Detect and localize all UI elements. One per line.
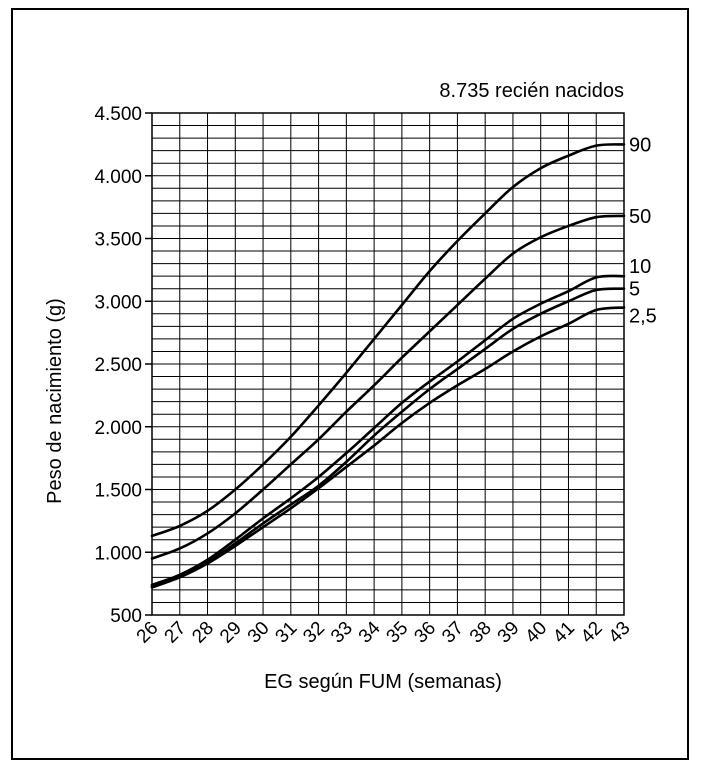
x-tick-label: 30 [244,618,274,648]
x-tick-label: 31 [272,618,302,648]
chart-frame [11,8,689,760]
curves [150,143,626,589]
y-tick-label: 4.000 [94,167,142,188]
x-tick-label: 39 [494,618,524,648]
percentile-label: 5 [629,279,640,301]
y-tick-label: 3.500 [94,230,142,251]
x-tick-label: 37 [438,618,468,648]
x-tick-label: 28 [188,618,218,648]
x-tick-label: 42 [577,618,607,648]
x-tick-label: 40 [521,618,551,648]
x-tick-label: 33 [327,618,357,648]
x-tick-label: 38 [466,618,496,648]
percentile-curve [150,306,626,589]
x-tick-label: 27 [161,618,191,648]
y-tick-label: 500 [110,606,142,627]
x-tick-label: 41 [549,618,579,648]
x-tick-label: 43 [605,618,635,648]
percentile-curve [150,287,626,588]
percentile-label: 90 [629,134,651,156]
chart-annotation: 8.735 recién nacidos [439,80,624,102]
y-tick-label: 1.500 [94,481,142,502]
percentile-label: 10 [629,256,651,278]
grid [145,112,625,616]
y-tick-labels: 500 1.000 1.500 2.000 2.500 3.000 3.500 4.000 4.… [94,104,142,627]
percentile-labels: 90 50 105 2,5 [629,134,657,327]
x-tick-label: 35 [383,618,413,648]
y-tick-label: 2.000 [94,418,142,439]
x-tick-label: 32 [299,618,329,648]
percentile-label: 50 [629,206,651,228]
percentile-curve [150,274,626,587]
x-tick-label: 29 [216,618,246,648]
percentile-curve [150,214,626,560]
x-tick-label: 34 [355,617,385,647]
y-tick-label: 3.000 [94,292,142,313]
percentile-label: 2,5 [629,306,657,328]
x-tick-label: 36 [410,618,440,648]
y-axis-label: Peso de nacimiento (g) [44,298,66,504]
y-tick-label: 1.000 [94,543,142,564]
y-tick-label: 2.500 [94,355,142,376]
y-tick-label: 4.500 [94,104,142,125]
percentile-curve [150,143,626,538]
x-axis-label: EG según FUM (semanas) [264,671,502,693]
